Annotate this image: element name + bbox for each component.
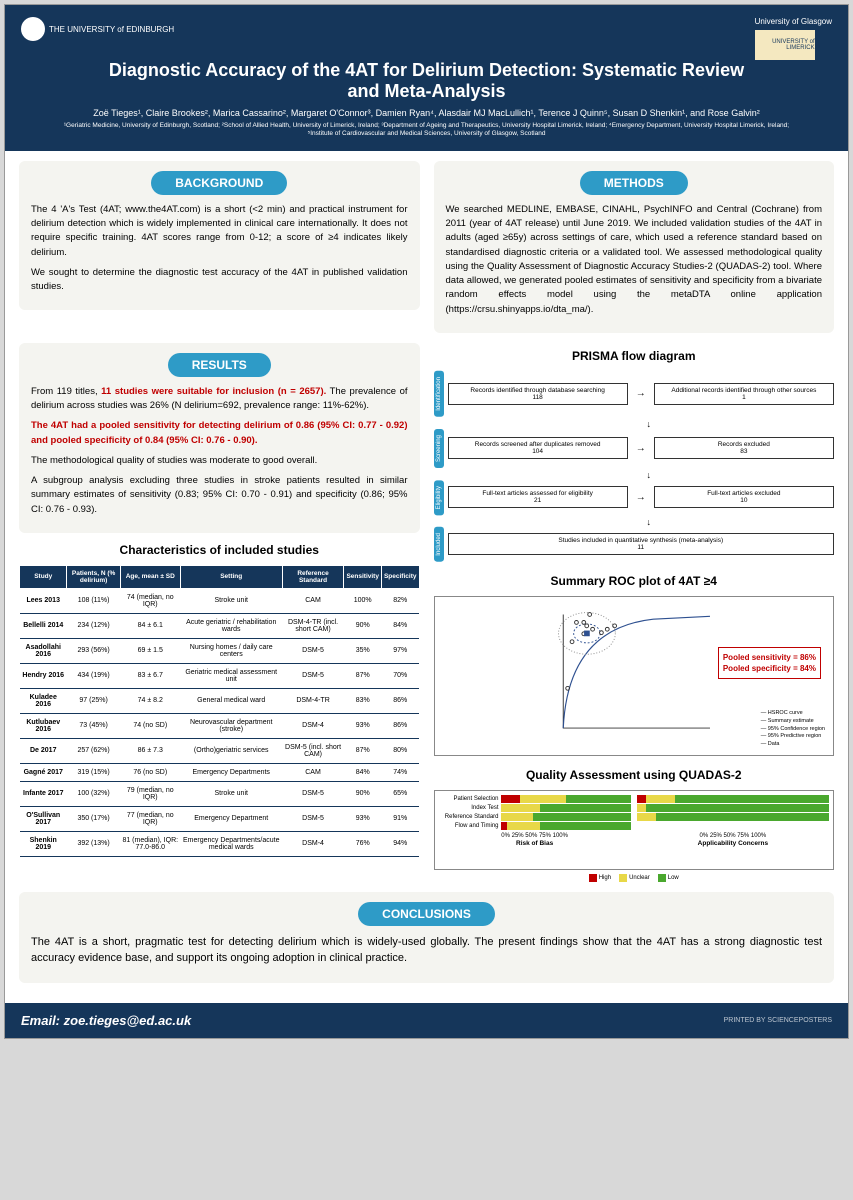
- background-p1: The 4 'A's Test (4AT; www.the4AT.com) is…: [31, 203, 408, 260]
- methods-heading: METHODS: [580, 171, 688, 195]
- background-heading: BACKGROUND: [151, 171, 287, 195]
- background-box: BACKGROUND The 4 'A's Test (4AT; www.the…: [19, 161, 420, 311]
- header: THE UNIVERSITY of EDINBURGH University o…: [5, 5, 848, 151]
- footer-email: Email: zoe.tieges@ed.ac.uk: [21, 1013, 191, 1028]
- background-p2: We sought to determine the diagnostic te…: [31, 266, 408, 295]
- table-title: Characteristics of included studies: [19, 543, 420, 557]
- table-row: Bellelli 2014234 (12%)84 ± 6.1Acute geri…: [20, 613, 420, 638]
- prisma-diagram: IdentificationRecords identified through…: [434, 371, 835, 562]
- content: BACKGROUND The 4 'A's Test (4AT; www.the…: [5, 151, 848, 1003]
- roc-annotation: Pooled sensitivity = 86%Pooled specifici…: [718, 647, 821, 679]
- methods-box: METHODS We searched MEDLINE, EMBASE, CIN…: [434, 161, 835, 333]
- methods-p1: We searched MEDLINE, EMBASE, CINAHL, Psy…: [446, 203, 823, 317]
- results-heading: RESULTS: [168, 353, 271, 377]
- table-row: Shenkin 2019392 (13%)81 (median), IQR: 7…: [20, 831, 420, 856]
- footer: Email: zoe.tieges@ed.ac.uk PRINTED BY SC…: [5, 1003, 848, 1038]
- scienceposters-logo: PRINTED BY SCIENCEPOSTERS: [724, 1017, 832, 1024]
- logo-limerick: UNIVERSITY of LIMERICK: [755, 30, 815, 60]
- poster-title: Diagnostic Accuracy of the 4AT for Delir…: [101, 60, 752, 102]
- table-row: De 2017257 (62%)86 ± 7.3(Ortho)geriatric…: [20, 738, 420, 763]
- prisma-title: PRISMA flow diagram: [434, 349, 835, 363]
- uni-right-text: University of Glasgow: [755, 17, 832, 26]
- conclusions-p1: The 4AT is a short, pragmatic test for d…: [31, 934, 822, 967]
- authors: Zoë Tieges¹, Claire Brookes², Marica Cas…: [61, 108, 792, 118]
- table-header: Patients, N (% delirium): [67, 565, 120, 588]
- table-header: Age, mean ± SD: [120, 565, 180, 588]
- table-row: Kuladee 201697 (25%)74 ± 8.2General medi…: [20, 688, 420, 713]
- table-row: Hendry 2016434 (19%)83 ± 6.7Geriatric me…: [20, 663, 420, 688]
- table-header: Study: [20, 565, 67, 588]
- roc-legend: — HSROC curve— Summary estimate— 95% Con…: [761, 710, 825, 748]
- poster: THE UNIVERSITY of EDINBURGH University o…: [4, 4, 849, 1039]
- crest-icon: [21, 17, 45, 41]
- results-p4: A subgroup analysis excluding three stud…: [31, 474, 408, 517]
- table-row: Asadollahi 2016293 (56%)69 ± 1.5Nursing …: [20, 638, 420, 663]
- studies-table: StudyPatients, N (% delirium)Age, mean ±…: [19, 565, 420, 857]
- table-row: Lees 2013108 (11%)74 (median, no IQR)Str…: [20, 588, 420, 613]
- roc-plot: Pooled sensitivity = 86%Pooled specifici…: [434, 596, 835, 756]
- quadas-legend: HighUnclearLow: [434, 874, 835, 882]
- logo-glasgow: University of Glasgow: [755, 17, 832, 26]
- results-box: RESULTS From 119 titles, 11 studies were…: [19, 343, 420, 533]
- conclusions-box: CONCLUSIONS The 4AT is a short, pragmati…: [19, 892, 834, 983]
- table-header: Sensitivity: [344, 565, 382, 588]
- table-row: Infante 2017100 (32%)79 (median, no IQR)…: [20, 781, 420, 806]
- conclusions-heading: CONCLUSIONS: [358, 902, 495, 926]
- table-header: Reference Standard: [282, 565, 344, 588]
- table-row: Kutlubaev 201673 (45%)74 (no SD)Neurovas…: [20, 713, 420, 738]
- quadas-chart: Patient SelectionIndex TestReference Sta…: [434, 790, 835, 870]
- results-p1: From 119 titles, 11 studies were suitabl…: [31, 385, 408, 414]
- table-header: Specificity: [381, 565, 419, 588]
- roc-title: Summary ROC plot of 4AT ≥4: [434, 574, 835, 588]
- results-p3: The methodological quality of studies wa…: [31, 454, 408, 468]
- table-row: O'Sullivan 2017350 (17%)77 (median, no I…: [20, 806, 420, 831]
- affiliations: ¹Geriatric Medicine, University of Edinb…: [51, 122, 802, 139]
- results-p2: The 4AT had a pooled sensitivity for det…: [31, 419, 408, 448]
- uni-left-text: THE UNIVERSITY of EDINBURGH: [49, 25, 174, 34]
- logo-edinburgh: THE UNIVERSITY of EDINBURGH: [21, 17, 174, 41]
- table-row: Gagné 2017319 (15%)76 (no SD)Emergency D…: [20, 763, 420, 781]
- quadas-title: Quality Assessment using QUADAS-2: [434, 768, 835, 782]
- table-header: Setting: [180, 565, 282, 588]
